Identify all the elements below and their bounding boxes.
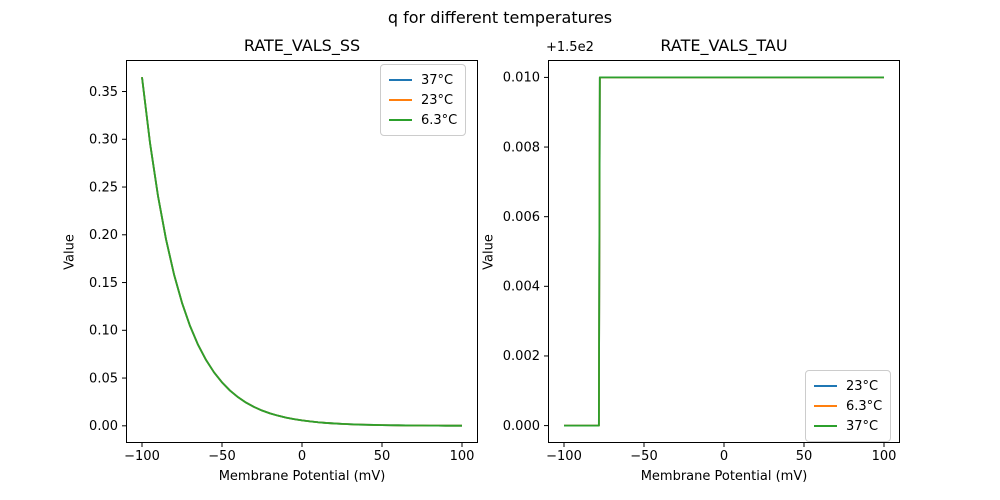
subplot-tau-xlabel: Membrane Potential (mV): [640, 469, 808, 484]
x-tick-label: 0: [720, 449, 728, 464]
subplot-ss-legend: 37°C 23°C 6.3°C: [380, 64, 467, 136]
x-tick-label: −100: [124, 449, 160, 464]
x-tick-label: 0: [298, 449, 306, 464]
subplot-tau-plot-area: −100 −50 0 50 100 0.000 0.002 0.004 0.006 0.008 0.…: [503, 60, 900, 464]
subplot-tau-legend: 23°C 6.3°C 37°C: [805, 370, 892, 442]
y-tick-label: 0.30: [89, 133, 118, 148]
y-tick-label: 0.15: [89, 276, 118, 291]
y-tick-label: 0.00: [89, 419, 118, 434]
legend-entry: 6.3°C: [389, 110, 457, 130]
subplot-tau-canvas: −100 −50 0 50 100 0.000 0.002 0.004 0.006 0.008 0.…: [503, 60, 900, 464]
legend-line-swatch: [814, 385, 837, 387]
subplot-ss-ylabel: Value: [62, 234, 78, 270]
subplot-tau-y-offset-text: +1.5e2: [546, 40, 594, 55]
y-tick-label: 0.002: [503, 349, 540, 364]
legend-entry: 23°C: [389, 90, 457, 110]
legend-label: 37°C: [421, 72, 454, 88]
figure-suptitle: q for different temperatures: [387, 8, 613, 27]
legend-label: 6.3°C: [846, 398, 883, 414]
axes-spines: [548, 60, 900, 443]
y-tick-label: 0.006: [503, 210, 540, 225]
y-tick-label: 0.05: [89, 371, 118, 386]
legend-line-swatch: [814, 405, 837, 407]
y-tick-label: 0.25: [89, 180, 118, 195]
x-tick-label: −50: [208, 449, 235, 464]
series-line-2: [564, 76, 884, 427]
legend-line-swatch: [389, 119, 412, 121]
subplot-tau-title: RATE_VALS_TAU: [660, 36, 788, 55]
legend-entry: 37°C: [389, 70, 457, 90]
subplot-ss-title: RATE_VALS_SS: [243, 36, 361, 55]
y-tick-label: 0.004: [503, 280, 540, 295]
legend-label: 23°C: [846, 378, 879, 394]
y-tick-label: 0.000: [503, 419, 540, 434]
x-tick-label: −50: [630, 449, 657, 464]
y-tick-label: 0.35: [89, 85, 118, 100]
axes-spines: [126, 60, 478, 443]
x-tick-label: −100: [546, 449, 582, 464]
y-tick-label: 0.008: [503, 140, 540, 155]
subplot-tau-ylabel: Value: [481, 234, 497, 270]
legend-label: 6.3°C: [421, 112, 458, 128]
y-tick-label: 0.10: [89, 324, 118, 339]
series-line-2: [141, 77, 462, 427]
y-tick-label: 0.20: [89, 228, 118, 243]
legend-label: 23°C: [421, 92, 454, 108]
legend-line-swatch: [389, 99, 412, 101]
legend-line-swatch: [389, 79, 412, 81]
subplot-ss-canvas: −100 −50 0 50 100 0.00 0.05 0.10 0.15 0.20 0.25 0.3…: [89, 60, 478, 464]
x-tick-label: 50: [796, 449, 813, 464]
legend-line-swatch: [814, 425, 837, 427]
legend-entry: 23°C: [814, 376, 882, 396]
legend-entry: 6.3°C: [814, 396, 882, 416]
subplot-ss-plot-area: −100 −50 0 50 100 0.00 0.05 0.10 0.15 0.20 0.25 0.3…: [89, 60, 478, 464]
x-tick-label: 50: [374, 449, 391, 464]
legend-entry: 37°C: [814, 416, 882, 436]
legend-label: 37°C: [846, 418, 879, 434]
x-tick-label: 100: [450, 449, 475, 464]
subplot-ss-xlabel: Membrane Potential (mV): [218, 469, 386, 484]
x-tick-label: 100: [872, 449, 897, 464]
y-tick-label: 0.010: [503, 71, 540, 86]
